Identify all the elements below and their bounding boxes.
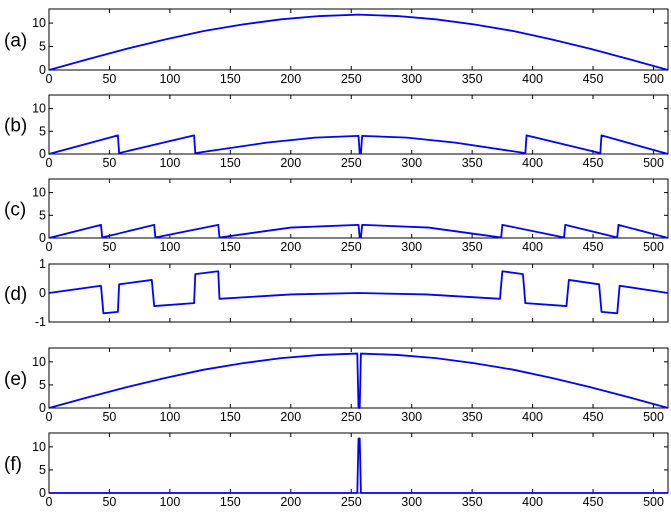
axes-frame bbox=[48, 8, 669, 71]
x-tick-label: 250 bbox=[341, 495, 362, 509]
x-tick-label: 350 bbox=[462, 410, 483, 424]
x-tick-label: 50 bbox=[102, 240, 116, 254]
x-tick-label: 300 bbox=[401, 495, 422, 509]
x-tick-label: 450 bbox=[583, 72, 604, 86]
x-tick-label: 150 bbox=[220, 410, 241, 424]
panel-label: (d) bbox=[4, 284, 27, 305]
x-tick-label: 350 bbox=[462, 240, 483, 254]
y-tick-label: 5 bbox=[39, 208, 46, 222]
y-tick-label: 5 bbox=[39, 124, 46, 138]
x-tick-label: 400 bbox=[522, 410, 543, 424]
chart-panel: (f) 0 50 100 150 200 250 300 350 400 450 500 0 5 10 bbox=[4, 432, 669, 509]
x-tick-label: 200 bbox=[280, 156, 301, 170]
x-tick-label: 500 bbox=[643, 240, 664, 254]
panel-label: (c) bbox=[4, 200, 26, 221]
chart-panel: (d) -1 0 1 bbox=[4, 257, 669, 329]
x-tick-label: 0 bbox=[46, 156, 53, 170]
x-tick-label: 50 bbox=[102, 72, 116, 86]
x-tick-label: 100 bbox=[159, 495, 180, 509]
y-tick-label: 0 bbox=[39, 286, 46, 300]
x-tick-label: 450 bbox=[583, 495, 604, 509]
y-tick-label: 10 bbox=[32, 186, 46, 200]
y-tick-label: 0 bbox=[39, 147, 46, 161]
y-tick-label: 10 bbox=[32, 355, 46, 369]
x-tick-label: 200 bbox=[280, 240, 301, 254]
x-tick-label: 300 bbox=[401, 240, 422, 254]
x-tick-label: 0 bbox=[46, 410, 53, 424]
panel-label: (b) bbox=[4, 116, 27, 137]
x-tick-label: 500 bbox=[643, 495, 664, 509]
x-tick-label: 450 bbox=[583, 240, 604, 254]
chart-panel: (e) 0 50 100 150 200 250 300 350 400 450 500 0 5 10 bbox=[4, 347, 669, 424]
x-tick-label: 500 bbox=[643, 156, 664, 170]
x-tick-label: 400 bbox=[522, 156, 543, 170]
series-line bbox=[48, 13, 669, 71]
x-tick-label: 200 bbox=[280, 495, 301, 509]
y-tick-label: 5 bbox=[39, 40, 46, 54]
x-tick-label: 100 bbox=[159, 72, 180, 86]
x-tick-label: 350 bbox=[462, 495, 483, 509]
x-tick-label: 50 bbox=[102, 495, 116, 509]
x-tick-label: 0 bbox=[46, 72, 53, 86]
y-tick-label: 5 bbox=[39, 463, 46, 477]
x-tick-label: 400 bbox=[522, 72, 543, 86]
series-line bbox=[49, 437, 668, 494]
chart-panel: (c) 0 50 100 150 200 250 300 350 400 450 500 0 5 10 bbox=[4, 178, 669, 254]
x-tick-label: 50 bbox=[102, 410, 116, 424]
x-tick-label: 300 bbox=[401, 72, 422, 86]
series-line bbox=[48, 352, 669, 409]
chart-panel: (a) 0 50 100 150 200 250 300 350 400 450 500 0 5 10 bbox=[4, 8, 669, 86]
x-tick-label: 150 bbox=[220, 240, 241, 254]
x-tick-label: 500 bbox=[643, 410, 664, 424]
x-tick-label: 0 bbox=[46, 495, 53, 509]
x-tick-label: 250 bbox=[341, 72, 362, 86]
x-tick-label: 200 bbox=[280, 72, 301, 86]
x-tick-label: 0 bbox=[46, 240, 53, 254]
x-tick-label: 200 bbox=[280, 410, 301, 424]
x-tick-label: 100 bbox=[159, 410, 180, 424]
x-tick-label: 150 bbox=[220, 72, 241, 86]
x-tick-label: 350 bbox=[462, 156, 483, 170]
x-tick-label: 450 bbox=[583, 156, 604, 170]
x-tick-label: 400 bbox=[522, 495, 543, 509]
series-line bbox=[48, 134, 669, 155]
y-tick-label: 0 bbox=[39, 401, 46, 415]
x-tick-label: 50 bbox=[102, 156, 116, 170]
y-tick-label: 5 bbox=[39, 378, 46, 392]
x-tick-label: 300 bbox=[401, 156, 422, 170]
x-tick-label: 250 bbox=[341, 240, 362, 254]
x-tick-label: 150 bbox=[220, 156, 241, 170]
y-tick-label: 10 bbox=[32, 102, 46, 116]
y-tick-label: 10 bbox=[32, 440, 46, 454]
x-tick-label: 400 bbox=[522, 240, 543, 254]
x-tick-label: 300 bbox=[401, 410, 422, 424]
y-tick-label: 10 bbox=[32, 16, 46, 30]
y-tick-label: 0 bbox=[39, 63, 46, 77]
series-line bbox=[48, 223, 669, 239]
x-tick-label: 500 bbox=[643, 72, 664, 86]
x-tick-label: 100 bbox=[159, 156, 180, 170]
x-tick-label: 250 bbox=[341, 410, 362, 424]
panel-label: (f) bbox=[4, 454, 22, 475]
y-tick-label: -1 bbox=[35, 315, 46, 329]
y-tick-label: 0 bbox=[39, 486, 46, 500]
series-line bbox=[48, 270, 669, 315]
x-tick-label: 450 bbox=[583, 410, 604, 424]
y-tick-label: 0 bbox=[39, 231, 46, 245]
y-tick-label: 1 bbox=[39, 257, 46, 271]
x-tick-label: 100 bbox=[159, 240, 180, 254]
x-tick-label: 150 bbox=[220, 495, 241, 509]
panel-label: (e) bbox=[4, 369, 27, 390]
panel-label: (a) bbox=[4, 31, 27, 52]
chart-panel: (b) 0 50 100 150 200 250 300 350 400 450 500 0 5 10 bbox=[4, 94, 669, 170]
x-tick-label: 250 bbox=[341, 156, 362, 170]
x-tick-label: 350 bbox=[462, 72, 483, 86]
